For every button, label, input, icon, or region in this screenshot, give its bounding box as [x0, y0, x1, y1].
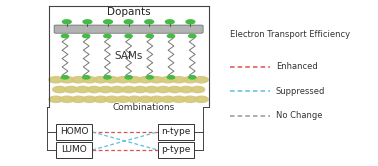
Circle shape	[166, 20, 174, 24]
Text: No Change: No Change	[276, 111, 322, 120]
Circle shape	[125, 76, 132, 79]
Ellipse shape	[49, 96, 63, 102]
Ellipse shape	[161, 96, 175, 102]
Ellipse shape	[168, 86, 181, 93]
Circle shape	[104, 20, 112, 24]
Ellipse shape	[194, 77, 208, 83]
Text: Suppressed: Suppressed	[276, 87, 325, 96]
FancyBboxPatch shape	[56, 124, 92, 140]
Circle shape	[83, 20, 92, 24]
Text: Combinations: Combinations	[112, 103, 174, 112]
Ellipse shape	[127, 77, 141, 83]
Circle shape	[104, 76, 111, 79]
Ellipse shape	[105, 77, 119, 83]
Ellipse shape	[116, 96, 130, 102]
Text: n-type: n-type	[161, 127, 191, 136]
Text: p-type: p-type	[161, 145, 191, 154]
Ellipse shape	[60, 77, 74, 83]
Text: Enhanced: Enhanced	[276, 62, 318, 71]
Text: Dopants: Dopants	[107, 7, 150, 17]
Ellipse shape	[183, 96, 197, 102]
Circle shape	[124, 20, 133, 24]
Ellipse shape	[94, 77, 108, 83]
Ellipse shape	[191, 86, 204, 93]
Ellipse shape	[94, 96, 108, 102]
Ellipse shape	[64, 86, 78, 93]
Ellipse shape	[105, 96, 119, 102]
Text: HOMO: HOMO	[60, 127, 88, 136]
Circle shape	[61, 76, 69, 79]
Ellipse shape	[138, 77, 152, 83]
Ellipse shape	[145, 86, 158, 93]
Ellipse shape	[138, 96, 152, 102]
Ellipse shape	[82, 96, 96, 102]
Ellipse shape	[71, 96, 85, 102]
Circle shape	[104, 34, 111, 38]
Ellipse shape	[172, 77, 186, 83]
Ellipse shape	[183, 77, 197, 83]
Ellipse shape	[99, 86, 113, 93]
Ellipse shape	[53, 86, 67, 93]
FancyBboxPatch shape	[158, 124, 194, 140]
Ellipse shape	[110, 86, 124, 93]
Text: Electron Transport Efficiency: Electron Transport Efficiency	[230, 30, 350, 39]
Ellipse shape	[122, 86, 136, 93]
Ellipse shape	[156, 86, 170, 93]
Circle shape	[186, 20, 195, 24]
Ellipse shape	[161, 77, 175, 83]
Circle shape	[82, 34, 90, 38]
FancyBboxPatch shape	[54, 25, 203, 33]
Circle shape	[62, 20, 71, 24]
FancyBboxPatch shape	[158, 142, 194, 158]
Ellipse shape	[82, 77, 96, 83]
Circle shape	[82, 76, 90, 79]
Circle shape	[146, 34, 153, 38]
Text: SAMs: SAMs	[115, 51, 143, 61]
Ellipse shape	[49, 77, 63, 83]
Ellipse shape	[87, 86, 101, 93]
Ellipse shape	[172, 96, 186, 102]
Ellipse shape	[116, 77, 130, 83]
Text: LUMO: LUMO	[61, 145, 87, 154]
Ellipse shape	[194, 96, 208, 102]
Circle shape	[146, 76, 153, 79]
Circle shape	[167, 76, 175, 79]
Ellipse shape	[150, 96, 163, 102]
Circle shape	[189, 34, 196, 38]
Circle shape	[167, 34, 175, 38]
Circle shape	[125, 34, 132, 38]
Circle shape	[61, 34, 69, 38]
Ellipse shape	[76, 86, 90, 93]
Ellipse shape	[133, 86, 147, 93]
Ellipse shape	[150, 77, 163, 83]
Ellipse shape	[127, 96, 141, 102]
FancyBboxPatch shape	[56, 142, 92, 158]
Ellipse shape	[179, 86, 193, 93]
Ellipse shape	[71, 77, 85, 83]
Ellipse shape	[60, 96, 74, 102]
Circle shape	[189, 76, 196, 79]
Circle shape	[145, 20, 153, 24]
